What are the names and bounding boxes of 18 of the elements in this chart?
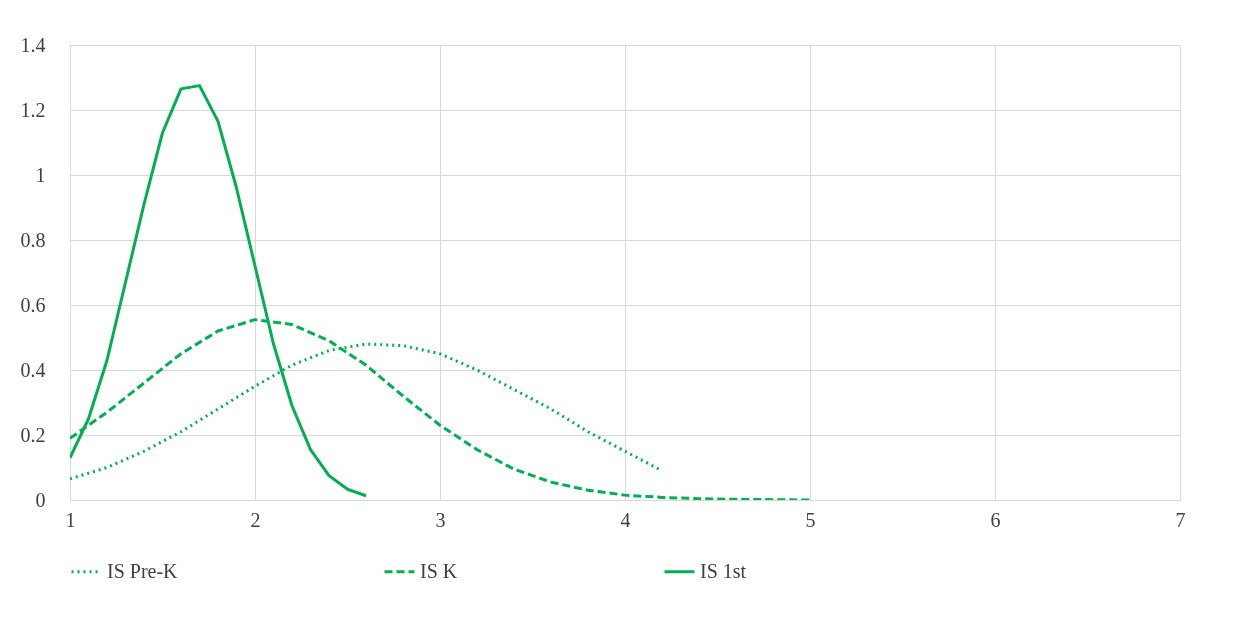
y-tick-label: 1 xyxy=(35,163,46,186)
x-tick-label: 6 xyxy=(990,508,1001,531)
legend-label: IS K xyxy=(420,559,458,582)
legend-label: IS Pre-K xyxy=(107,559,179,582)
y-tick-label: 0.2 xyxy=(20,423,46,446)
y-tick-label: 0.6 xyxy=(20,293,46,316)
y-tick-label: 0 xyxy=(35,488,46,511)
y-tick-label: 1.2 xyxy=(20,98,46,121)
x-tick-label: 3 xyxy=(435,508,446,531)
x-tick-label: 4 xyxy=(620,508,631,531)
x-tick-label: 2 xyxy=(250,508,261,531)
x-tick-label: 5 xyxy=(805,508,816,531)
x-tick-label: 7 xyxy=(1175,508,1186,531)
y-tick-label: 1.4 xyxy=(20,33,46,56)
x-tick-label: 1 xyxy=(65,508,76,531)
y-tick-label: 0.4 xyxy=(20,358,46,381)
y-tick-label: 0.8 xyxy=(20,228,46,251)
legend-label: IS 1st xyxy=(700,559,747,582)
